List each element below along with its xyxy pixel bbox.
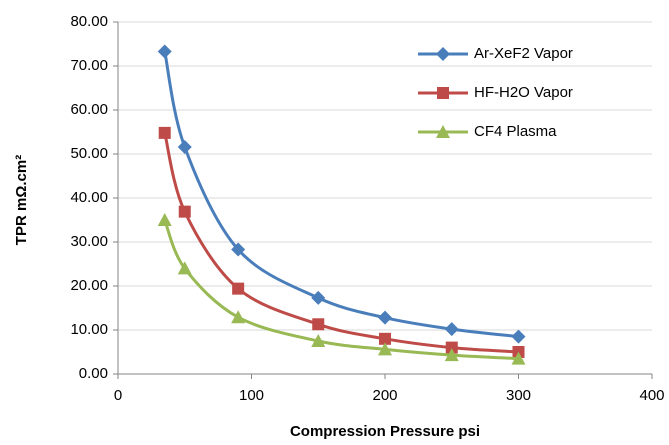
y-tick-label: 70.00 bbox=[70, 57, 108, 74]
marker bbox=[312, 318, 325, 331]
y-tick-label: 60.00 bbox=[70, 101, 108, 118]
marker bbox=[157, 213, 172, 226]
marker bbox=[378, 310, 392, 325]
marker bbox=[445, 341, 458, 354]
x-tick-label: 0 bbox=[114, 387, 122, 404]
marker bbox=[311, 334, 326, 347]
marker bbox=[157, 44, 172, 59]
marker bbox=[444, 348, 459, 362]
marker bbox=[511, 351, 526, 365]
marker bbox=[231, 242, 246, 257]
marker bbox=[444, 322, 459, 337]
marker bbox=[232, 282, 245, 295]
legend-label: HF-H2O Vapor bbox=[474, 84, 573, 101]
marker bbox=[378, 342, 392, 356]
marker bbox=[158, 126, 171, 139]
y-axis-title: TPR mΩ.cm² bbox=[13, 155, 30, 245]
y-tick-label: 10.00 bbox=[70, 321, 108, 338]
marker bbox=[177, 261, 192, 275]
legend-label: CF4 Plasma bbox=[474, 123, 557, 140]
x-tick-label: 100 bbox=[239, 387, 264, 404]
marker bbox=[231, 310, 246, 324]
y-tick-label: 50.00 bbox=[70, 145, 108, 162]
x-axis-title: Compression Pressure psi bbox=[290, 423, 480, 440]
marker bbox=[379, 332, 391, 345]
y-tick-label: 40.00 bbox=[70, 189, 108, 206]
marker bbox=[177, 139, 192, 154]
marker bbox=[311, 290, 326, 305]
marker bbox=[511, 329, 526, 344]
x-tick-label: 300 bbox=[506, 387, 531, 404]
y-tick-label: 80.00 bbox=[70, 13, 108, 30]
x-tick-label: 200 bbox=[372, 387, 397, 404]
legend-marker bbox=[437, 87, 449, 99]
y-tick-label: 30.00 bbox=[70, 233, 108, 250]
x-tick-label: 400 bbox=[639, 387, 664, 404]
legend-marker bbox=[436, 47, 450, 61]
marker bbox=[178, 205, 191, 218]
legend-label: Ar-XeF2 Vapor bbox=[474, 45, 573, 62]
series-line bbox=[163, 219, 519, 361]
y-tick-label: 0.00 bbox=[79, 365, 108, 382]
legend-marker bbox=[436, 125, 450, 138]
y-tick-label: 20.00 bbox=[70, 277, 108, 294]
